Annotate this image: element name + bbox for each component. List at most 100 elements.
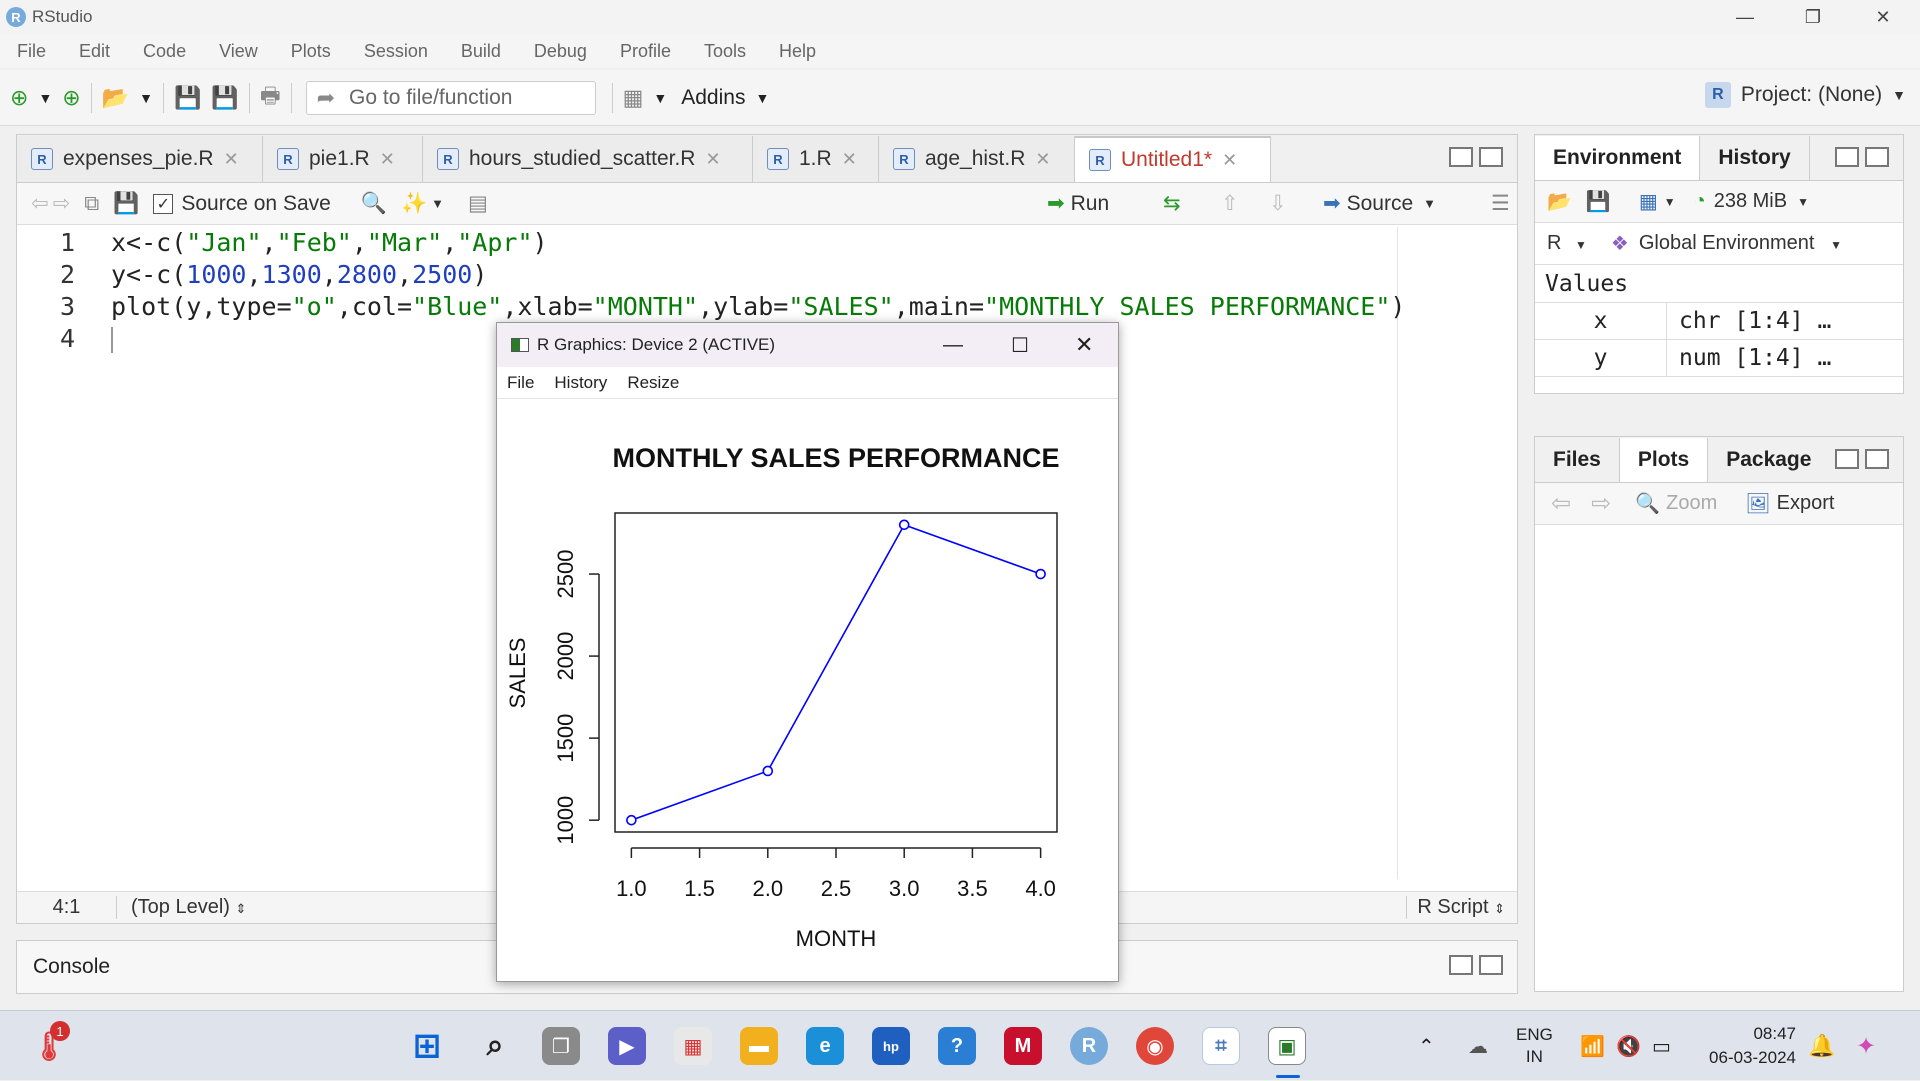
print-icon[interactable]: 🖶: [259, 82, 281, 108]
new-file-dropdown-icon[interactable]: ▼: [38, 89, 53, 106]
graphics-minimize-icon[interactable]: —: [943, 333, 963, 356]
open-file-icon[interactable]: 📂: [101, 84, 130, 110]
close-tab-icon[interactable]: ✕: [705, 148, 721, 169]
edge-icon[interactable]: e: [806, 1027, 844, 1065]
task-view-icon[interactable]: ❐: [542, 1027, 580, 1065]
menu-build[interactable]: Build: [460, 40, 501, 61]
menu-edit[interactable]: Edit: [79, 40, 111, 61]
windows-start-icon[interactable]: ⊞: [412, 1027, 442, 1065]
save-workspace-icon[interactable]: 💾: [1585, 191, 1611, 213]
close-tab-icon[interactable]: ✕: [379, 148, 395, 169]
minimize-pane-icon[interactable]: [1835, 449, 1859, 469]
open-file-dropdown-icon[interactable]: ▼: [139, 89, 153, 106]
find-icon[interactable]: 🔍: [360, 191, 387, 215]
tab-files[interactable]: Files: [1535, 438, 1620, 482]
menu-code[interactable]: Code: [143, 40, 187, 61]
store-icon[interactable]: ▦: [674, 1027, 712, 1065]
minimize-pane-icon[interactable]: [1449, 955, 1473, 975]
global-environment-selector[interactable]: Global Environment ▼: [1639, 232, 1842, 255]
graphics-menu-file[interactable]: File: [507, 372, 535, 392]
file-explorer-icon[interactable]: ▬: [740, 1027, 778, 1065]
maximize-pane-icon[interactable]: [1865, 147, 1889, 167]
env-row[interactable]: y num [1:4] …: [1535, 340, 1903, 377]
clock[interactable]: 08:47 06-03-2024: [1700, 1011, 1796, 1081]
zoom-button[interactable]: Zoom: [1666, 492, 1718, 514]
rerun-icon[interactable]: ⇆: [1163, 192, 1181, 215]
r-graphics-taskbar-icon[interactable]: ▣: [1268, 1027, 1306, 1065]
myhp-icon[interactable]: hp: [872, 1027, 910, 1065]
import-dataset-icon[interactable]: ▦: [1638, 191, 1658, 213]
import-dropdown-icon[interactable]: ▼: [1663, 194, 1676, 209]
minimize-pane-icon[interactable]: [1835, 147, 1859, 167]
onedrive-icon[interactable]: ☁: [1468, 1035, 1488, 1058]
maximize-pane-icon[interactable]: [1479, 147, 1503, 167]
memory-dropdown-icon[interactable]: ▼: [1797, 194, 1809, 209]
load-workspace-icon[interactable]: 📂: [1547, 191, 1572, 213]
tab-untitled1[interactable]: R Untitled1* ✕: [1075, 136, 1271, 182]
graphics-close-icon[interactable]: ✕: [1075, 332, 1094, 357]
tab-1r[interactable]: R 1.R ✕: [753, 136, 879, 182]
compile-report-icon[interactable]: ▤: [468, 192, 488, 215]
close-tab-icon[interactable]: ✕: [1222, 149, 1238, 170]
restore-icon[interactable]: ❐: [1804, 6, 1822, 27]
notifications-bell-icon[interactable]: 🔔: [1808, 1033, 1836, 1058]
search-icon[interactable]: ⌕: [486, 1029, 504, 1062]
export-button[interactable]: Export: [1776, 492, 1835, 514]
env-row[interactable]: x chr [1:4] …: [1535, 303, 1903, 340]
back-icon[interactable]: ⇦: [31, 192, 49, 215]
tab-history[interactable]: History: [1700, 136, 1810, 180]
close-tab-icon[interactable]: ✕: [223, 148, 239, 169]
show-hidden-icons[interactable]: ⌃: [1418, 1035, 1435, 1058]
menu-profile[interactable]: Profile: [619, 40, 671, 61]
graphics-maximize-icon[interactable]: ☐: [1011, 334, 1029, 357]
scope-selector[interactable]: (Top Level) ⇕: [131, 896, 246, 919]
previous-plot-icon[interactable]: ⇦: [1551, 490, 1572, 517]
tab-packages[interactable]: Package: [1726, 448, 1812, 471]
r-icon[interactable]: R: [1070, 1027, 1108, 1065]
new-file-icon[interactable]: ⊕: [10, 84, 29, 110]
menu-plots[interactable]: Plots: [290, 40, 331, 61]
go-to-file-input[interactable]: ➦ Go to file/function: [305, 80, 596, 115]
export-icon[interactable]: 🖼: [1745, 493, 1771, 515]
maximize-pane-icon[interactable]: [1865, 449, 1889, 469]
save-icon[interactable]: 💾: [113, 191, 140, 215]
tab-environment[interactable]: Environment: [1535, 136, 1701, 180]
run-button[interactable]: ➡ Run: [1047, 191, 1109, 216]
help-icon[interactable]: ?: [938, 1027, 976, 1065]
memory-usage[interactable]: 238 MiB: [1713, 190, 1788, 212]
close-tab-icon[interactable]: ✕: [841, 148, 857, 169]
minimize-pane-icon[interactable]: [1449, 147, 1473, 167]
teams-icon[interactable]: ▶: [608, 1027, 646, 1065]
maximize-pane-icon[interactable]: [1479, 955, 1503, 975]
mcafee-icon[interactable]: M: [1004, 1027, 1042, 1065]
menu-session[interactable]: Session: [363, 40, 428, 61]
forward-icon[interactable]: ⇨: [52, 192, 71, 215]
source-button[interactable]: ➡ Source ▼: [1323, 191, 1436, 216]
addins-dropdown-icon[interactable]: ▼: [755, 89, 770, 106]
menu-help[interactable]: Help: [779, 40, 817, 61]
menu-view[interactable]: View: [219, 40, 258, 61]
save-all-icon[interactable]: 💾: [211, 84, 239, 110]
volume-muted-icon[interactable]: 🔇: [1616, 1035, 1641, 1058]
pane-layout-dropdown-icon[interactable]: ▼: [653, 89, 668, 106]
battery-icon[interactable]: ▭: [1652, 1035, 1671, 1058]
wifi-icon[interactable]: 📶: [1580, 1035, 1605, 1058]
go-down-icon[interactable]: ⇩: [1269, 192, 1287, 215]
menu-file[interactable]: File: [17, 40, 47, 61]
go-up-icon[interactable]: ⇧: [1221, 192, 1239, 215]
code-area[interactable]: 1 2 3 4 x<-c("Jan","Feb","Mar","Apr") y<…: [17, 227, 1517, 879]
close-tab-icon[interactable]: ✕: [1035, 148, 1051, 169]
graphics-menu-resize[interactable]: Resize: [627, 372, 680, 392]
close-icon[interactable]: ✕: [1875, 6, 1891, 27]
language-selector[interactable]: R ▼: [1547, 232, 1587, 255]
chrome-icon[interactable]: ◉: [1136, 1027, 1174, 1065]
minimize-icon[interactable]: —: [1736, 6, 1754, 27]
project-menu[interactable]: R Project: (None) ▼: [1704, 82, 1906, 108]
zoom-icon[interactable]: 🔍: [1635, 493, 1661, 515]
filetype-selector[interactable]: R Script ⇕: [1406, 896, 1505, 919]
code-tools-dropdown-icon[interactable]: ▼: [431, 196, 444, 211]
graphics-menu-history[interactable]: History: [554, 372, 608, 392]
